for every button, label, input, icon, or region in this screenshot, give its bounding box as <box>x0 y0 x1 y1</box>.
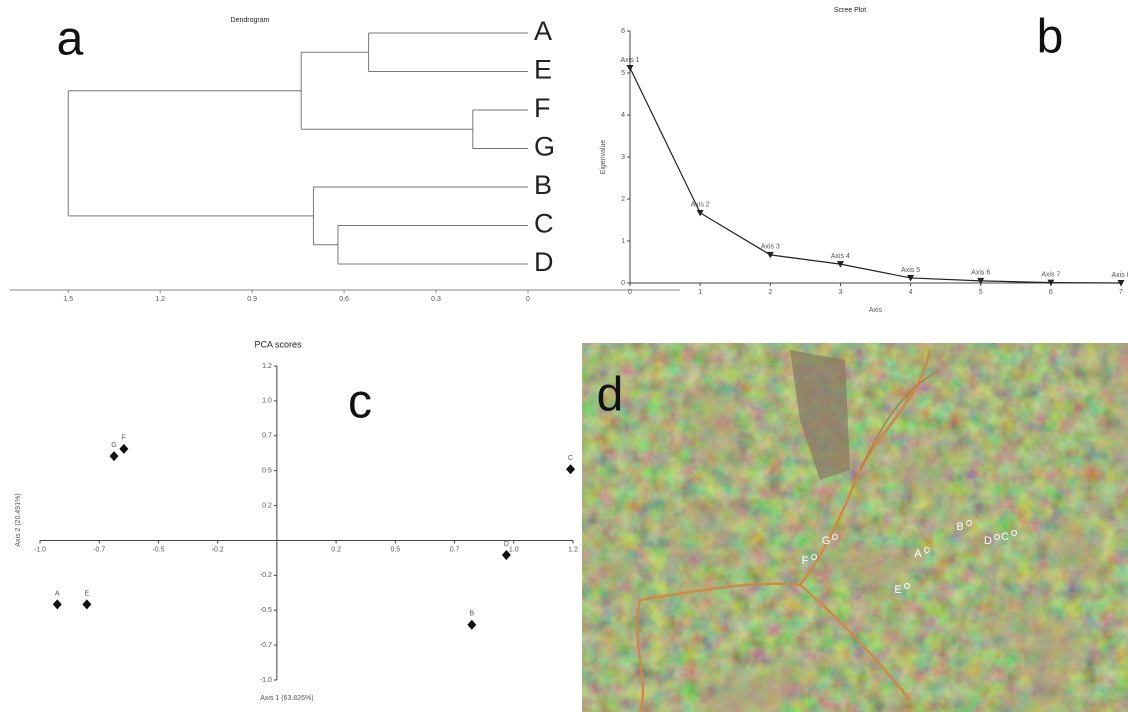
y-tick-label: 1.2 <box>262 363 272 370</box>
point-label: Axis 4 <box>831 253 850 260</box>
y-tick-label: 4 <box>621 112 625 119</box>
point-marker <box>627 65 634 72</box>
x-tick-label: 0 <box>526 296 530 303</box>
x-tick-label: 0.2 <box>331 546 341 553</box>
point-label: G <box>111 442 116 449</box>
image-bare-ground <box>582 343 1128 712</box>
point-label: Axis 8 <box>1111 272 1128 279</box>
y-tick-label: 6 <box>621 28 625 35</box>
point-marker <box>53 599 62 609</box>
chart-title: Dendrogram <box>231 17 270 24</box>
y-tick-label: 0.7 <box>262 433 272 440</box>
point-label: E <box>85 590 90 597</box>
x-tick-label: 0 <box>628 289 632 296</box>
x-tick-label: 0.6 <box>339 296 349 303</box>
site-label: G <box>822 535 831 547</box>
x-tick-label: 2 <box>768 289 772 296</box>
x-tick-label: 0.9 <box>247 296 257 303</box>
y-tick-label: 0.5 <box>262 468 272 475</box>
y-tick-label: 0.2 <box>262 502 272 509</box>
y-tick-label: -0.5 <box>260 607 272 614</box>
x-tick-label: 3 <box>838 289 842 296</box>
site-label: B <box>956 521 963 533</box>
point-marker <box>467 620 476 630</box>
x-tick-label: 0.3 <box>431 296 441 303</box>
leaf-label: C <box>534 209 554 239</box>
scree-line <box>630 68 1121 283</box>
satellite-image <box>582 343 1128 712</box>
leaf-label: B <box>534 170 552 200</box>
leaf-label: G <box>534 132 555 162</box>
x-tick-label: 1.0 <box>509 546 519 553</box>
site-label: E <box>894 584 901 596</box>
y-tick-label: -0.7 <box>260 642 272 649</box>
x-tick-label: 7 <box>1119 289 1123 296</box>
x-tick-label: 6 <box>1049 289 1053 296</box>
point-label: F <box>122 435 126 442</box>
y-tick-label: 0 <box>621 280 625 287</box>
panel-letter: a <box>57 13 84 66</box>
x-tick-label: 1 <box>698 289 702 296</box>
leaf-label: F <box>534 93 551 123</box>
y-tick-label: 2 <box>621 196 625 203</box>
site-label: C <box>1001 531 1009 543</box>
point-marker <box>566 464 575 474</box>
point-label: Axis 3 <box>761 244 780 251</box>
y-tick-label: -1.0 <box>260 677 272 684</box>
x-tick-label: 1.2 <box>155 296 165 303</box>
point-label: Axis 6 <box>971 270 990 277</box>
point-label: A <box>55 590 60 597</box>
site-label: D <box>984 535 992 547</box>
point-label: C <box>568 455 573 462</box>
panel-letter: d <box>597 369 624 422</box>
x-tick-label: 0.5 <box>390 546 400 553</box>
x-tick-label: -0.2 <box>212 546 224 553</box>
panel-letter: b <box>1037 11 1064 64</box>
x-axis-label: Axis <box>869 307 883 314</box>
x-tick-label: 1.5 <box>63 296 73 303</box>
leaf-label: D <box>534 247 554 277</box>
x-tick-label: 0.7 <box>450 546 460 553</box>
x-tick-label: 1.2 <box>568 546 578 553</box>
page: {"chart_data": [ {"type": "dendrogram", … <box>0 0 1128 712</box>
point-marker <box>82 599 91 609</box>
site-label: A <box>914 548 922 560</box>
x-tick-label: 4 <box>909 289 913 296</box>
point-label: Axis 5 <box>901 267 920 274</box>
figure: AEFGBCD1.51.20.90.60.30Dendrograma012345… <box>0 0 1128 712</box>
y-tick-label: 3 <box>621 154 625 161</box>
point-label: Axis 7 <box>1041 271 1060 278</box>
y-tick-label: 5 <box>621 70 625 77</box>
point-label: B <box>469 611 474 618</box>
x-axis-label: Axis 1 (63.826%) <box>260 695 313 702</box>
y-axis-label: Eigenvalue <box>600 140 607 175</box>
point-label: Axis 2 <box>691 202 710 209</box>
x-tick-label: -0.7 <box>93 546 105 553</box>
chart-title: PCA scores <box>254 339 302 349</box>
y-tick-label: 1.0 <box>262 398 272 405</box>
leaf-label: E <box>534 55 552 85</box>
leaf-label: A <box>534 16 552 46</box>
point-label: Axis 1 <box>620 57 639 64</box>
point-marker <box>697 210 704 217</box>
site-label: F <box>802 555 809 567</box>
y-axis-label: Axis 2 (20.491%) <box>15 493 22 546</box>
chart-title: Scree Plot <box>834 7 866 14</box>
point-label: D <box>504 541 509 548</box>
panel-letter: c <box>348 376 372 429</box>
y-tick-label: -0.2 <box>260 572 272 579</box>
point-marker <box>119 444 128 454</box>
x-tick-label: -1.0 <box>34 546 46 553</box>
y-tick-label: 1 <box>621 238 625 245</box>
x-tick-label: -0.5 <box>152 546 164 553</box>
point-marker <box>110 451 119 461</box>
x-tick-label: 5 <box>979 289 983 296</box>
